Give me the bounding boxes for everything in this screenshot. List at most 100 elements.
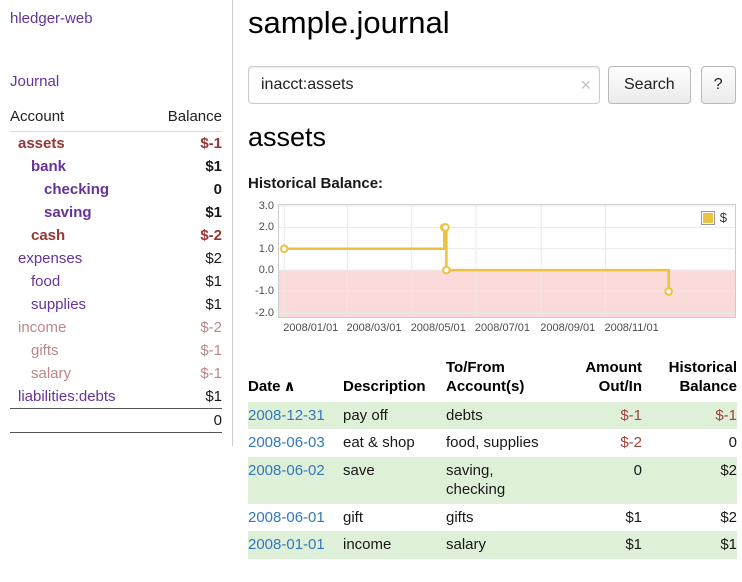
register-table: Date ∧ Description To/From Account(s) Amo… (248, 357, 737, 559)
accounts-table: Account Balance assets $-1 bank $1 checking 0… (10, 106, 222, 433)
register-description: income (343, 536, 392, 553)
y-axis-label: 2.0 (258, 221, 274, 234)
register-accounts: saving, checking (446, 461, 506, 499)
account-balance: $-1 (200, 135, 222, 152)
account-row: bank $1 (10, 155, 222, 178)
sidebar-account-link[interactable]: salary (31, 365, 72, 382)
help-button[interactable]: ? (700, 66, 736, 104)
y-axis-label: 3.0 (258, 200, 274, 213)
register-amount: $1 (625, 536, 642, 553)
chart-legend: $ (697, 209, 730, 226)
x-axis-label: 2008/03/01 (346, 322, 402, 334)
register-row: 2008-06-02 save saving, checking 0 $2 (248, 456, 737, 504)
register-date-link[interactable]: 2008-12-31 (248, 406, 325, 424)
register-row: 2008-06-01 gift gifts $1 $2 (248, 504, 737, 532)
account-balance: $2 (205, 250, 222, 267)
register-date-link[interactable]: 2008-01-01 (248, 536, 325, 553)
y-axis-label: 1.0 (258, 242, 274, 255)
col-header-balance: Historical Balance (668, 359, 737, 395)
search-input[interactable] (248, 66, 600, 104)
col-header-description: Description (343, 377, 426, 395)
legend-swatch-icon (700, 210, 715, 225)
account-row: checking 0 (10, 178, 222, 201)
brand-link[interactable]: hledger-web (10, 10, 93, 27)
historical-balance-chart: 3.0 2.0 1.0 0.0 -1.0 -2.0 $ 2008/01/01 2008/03… (248, 200, 736, 337)
sidebar-account-link[interactable]: assets (18, 135, 65, 152)
accounts-total-row: 0 (10, 408, 222, 433)
accounts-header-row: Account Balance (10, 106, 222, 132)
chart-canvas (279, 205, 735, 317)
account-row: gifts $-1 (10, 339, 222, 362)
x-axis-label: 2008/11/01 (604, 322, 659, 334)
legend-label: $ (719, 210, 727, 225)
account-balance: $1 (205, 296, 222, 313)
x-axis: 2008/01/01 2008/03/01 2008/05/01 2008/07/01… (278, 322, 736, 336)
account-row: food $1 (10, 270, 222, 293)
register-date-cell: 2008-06-02 (248, 457, 343, 504)
sidebar-account-link[interactable]: saving (44, 204, 92, 221)
account-balance: $1 (205, 204, 222, 221)
date-header-label: Date (248, 377, 281, 395)
accounts-header-account: Account (10, 106, 151, 132)
clear-search-icon[interactable]: × (580, 75, 591, 95)
sidebar: hledger-web Journal Account Balance asse… (0, 0, 233, 446)
sidebar-account-link[interactable]: cash (31, 227, 66, 244)
sidebar-account-link[interactable]: supplies (31, 296, 87, 313)
register-date-cell: 2008-12-31 (248, 402, 343, 430)
register-balance: $2 (720, 508, 737, 526)
register-accounts: gifts (446, 508, 474, 526)
x-axis-label: 2008/07/01 (474, 322, 530, 334)
account-balance: $-1 (200, 365, 222, 382)
account-balance: $-2 (200, 319, 222, 336)
register-balance: 0 (728, 434, 737, 451)
sidebar-account-link[interactable]: food (31, 273, 61, 290)
sidebar-account-link[interactable]: liabilities:debts (18, 388, 116, 405)
chart-title: Historical Balance: (248, 175, 384, 192)
col-header-date[interactable]: Date ∧ (248, 357, 343, 402)
register-date-link[interactable]: 2008-06-02 (248, 461, 325, 479)
y-axis-label: 0.0 (258, 264, 274, 277)
sidebar-account-link[interactable]: gifts (31, 342, 59, 359)
x-axis-label: 2008/01/01 (283, 322, 339, 334)
main-content: sample.journal × Search ? assets Histori… (233, 0, 742, 582)
register-accounts: salary (446, 536, 487, 553)
account-row: expenses $2 (10, 247, 222, 270)
account-row: cash $-2 (10, 224, 222, 247)
search-button[interactable]: Search (608, 66, 691, 104)
register-date-link[interactable]: 2008-06-03 (248, 434, 325, 451)
register-balance: $2 (720, 461, 737, 479)
account-balance: $1 (205, 388, 222, 405)
chart-plot-area[interactable]: $ (278, 204, 736, 318)
account-row: saving $1 (10, 201, 222, 224)
account-row: supplies $1 (10, 293, 222, 316)
account-balance: $1 (205, 158, 222, 175)
register-description: pay off (343, 406, 388, 424)
search-box: × (248, 66, 600, 104)
nav-journal-link[interactable]: Journal (10, 73, 60, 90)
register-date-cell: 2008-06-03 (248, 429, 343, 457)
register-date-link[interactable]: 2008-06-01 (248, 508, 325, 526)
register-amount: $-2 (620, 434, 642, 451)
register-balance: $1 (720, 536, 737, 553)
register-date-cell: 2008-06-01 (248, 504, 343, 532)
sidebar-account-link[interactable]: bank (31, 158, 67, 175)
account-row: salary $-1 (10, 362, 222, 385)
accounts-total: 0 (150, 408, 222, 433)
register-row: 2008-12-31 pay off debts $-1 $-1 (248, 401, 737, 430)
register-amount: $-1 (620, 406, 642, 424)
account-balance: $-1 (200, 342, 222, 359)
register-date-cell: 2008-01-01 (248, 531, 343, 559)
accounts-header-balance: Balance (150, 106, 222, 132)
account-row: assets $-1 (10, 132, 222, 156)
account-balance: 0 (213, 181, 222, 198)
y-axis-label: -2.0 (255, 306, 274, 319)
sidebar-account-link[interactable]: checking (44, 181, 110, 198)
register-description: eat & shop (343, 434, 415, 451)
search-form: × Search ? (248, 66, 736, 104)
register-row: 2008-01-01 income salary $1 $1 (248, 531, 737, 559)
sidebar-account-link[interactable]: expenses (18, 250, 83, 267)
register-accounts: debts (446, 406, 483, 424)
sidebar-account-link[interactable]: income (18, 319, 67, 336)
register-description: save (343, 461, 375, 479)
